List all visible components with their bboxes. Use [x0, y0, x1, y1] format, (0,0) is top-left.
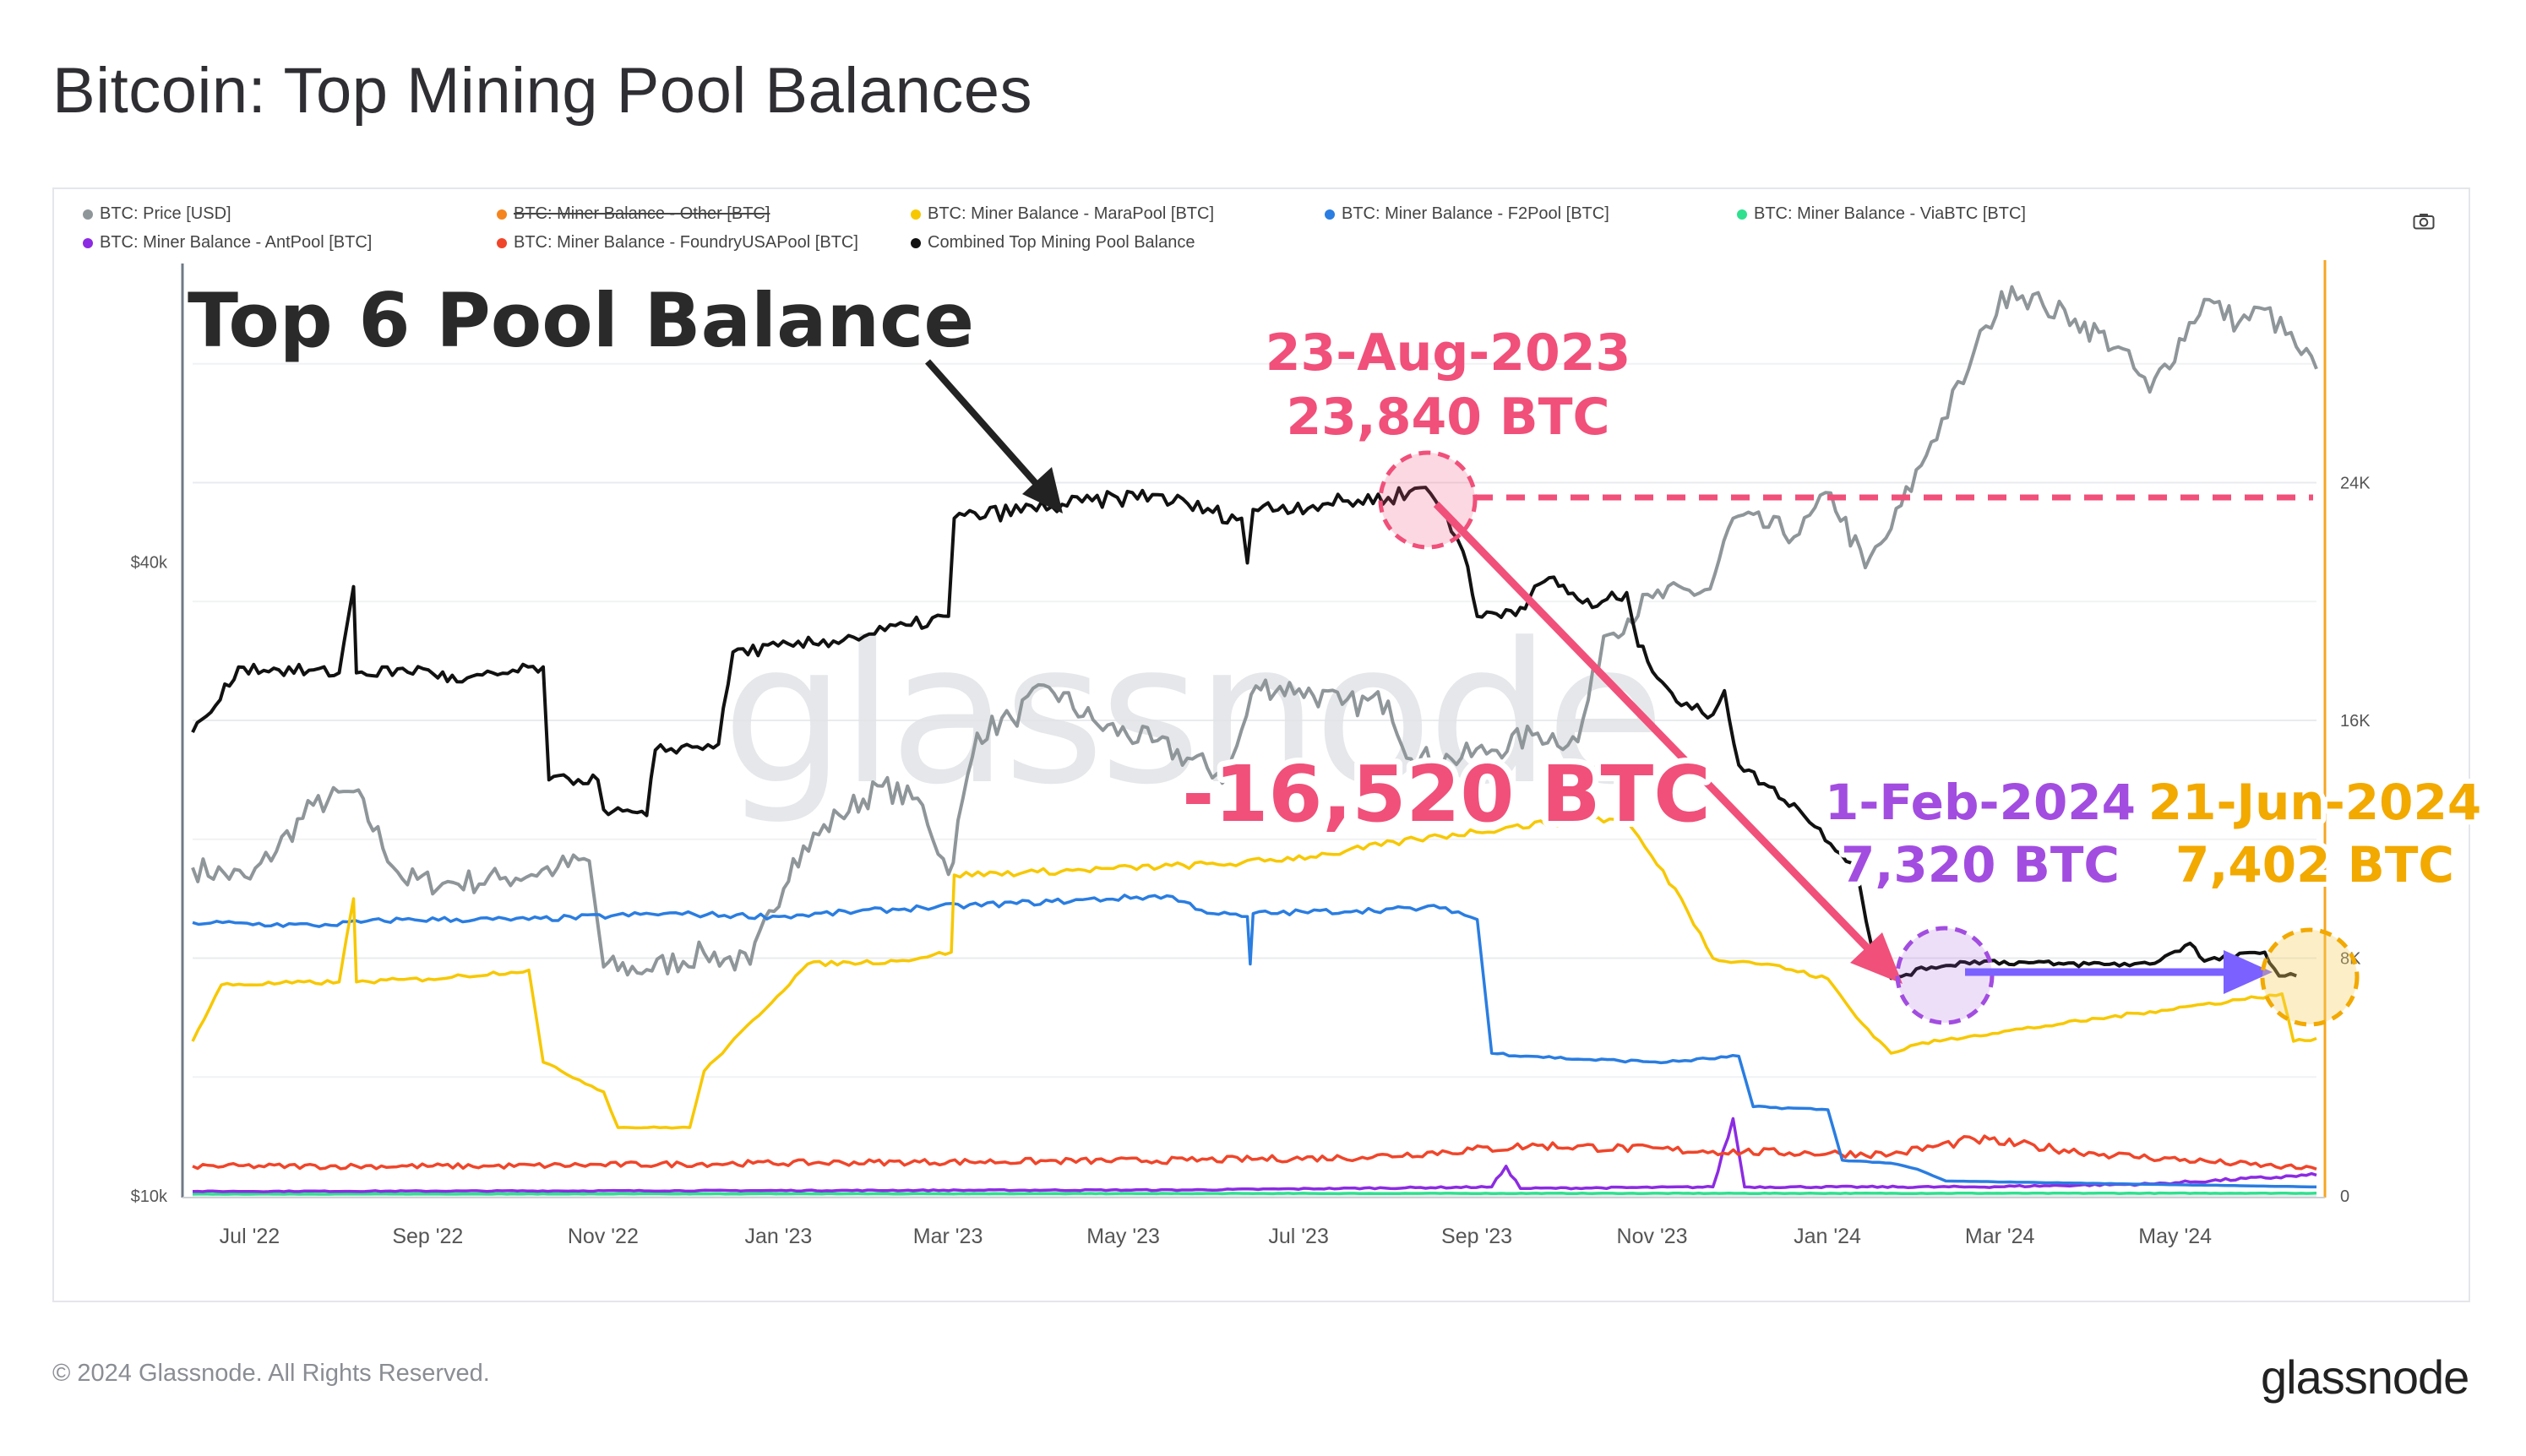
watermark: glassnode [722, 602, 1661, 828]
legend-label: BTC: Price [USD] [100, 204, 231, 223]
legend-item-foundryusapool[interactable]: BTC: Miner Balance - FoundryUSAPool [BTC… [497, 233, 858, 253]
annotation-drop-value: -16,520 BTC [1182, 749, 1711, 839]
legend-dot [911, 237, 921, 248]
legend-label: BTC: Miner Balance - F2Pool [BTC] [1342, 204, 1609, 223]
x-tick-label: Sep '23 [1441, 1225, 1512, 1248]
legend-dot [911, 209, 921, 220]
flat-arrow-head [2224, 950, 2273, 994]
annotation-feb-date: 1-Feb-2024 [1825, 774, 2136, 831]
y-right-tick-label: 16K [2340, 712, 2371, 731]
x-tick-label: Nov '22 [568, 1225, 639, 1248]
legend-dot [1737, 209, 1747, 220]
page-title: Bitcoin: Top Mining Pool Balances [52, 55, 1032, 127]
annotation-top6-arrowhead [1022, 467, 1063, 513]
legend-item-viabtc[interactable]: BTC: Miner Balance - ViaBTC [BTC] [1737, 204, 2026, 224]
x-tick-label: May '24 [2138, 1225, 2212, 1248]
y-left-tick-label: $40k [131, 553, 168, 572]
y-left-tick-label: $10k [131, 1187, 168, 1206]
annotations: Top 6 Pool Balance 23-Aug-2023 23,840 BT… [188, 277, 2486, 1027]
series-line-btc-miner-balance-antpool-btc [192, 1116, 2317, 1193]
legend-label: BTC: Miner Balance - FoundryUSAPool [BTC… [514, 233, 858, 252]
y-right-tick-label: 0 [2340, 1187, 2349, 1206]
annotation-top6-arrow [925, 359, 1050, 499]
legend-label: BTC: Miner Balance - AntPool [BTC] [100, 233, 373, 252]
legend-dot [83, 209, 93, 220]
legend-dot [497, 209, 507, 220]
series-line-btc-miner-balance-foundryusapool-btc [192, 1134, 2317, 1171]
grid [193, 362, 2316, 1197]
drop-arrow-line [1433, 501, 1870, 951]
jun-circle [2260, 927, 2360, 1027]
annotation-peak-date: 23-Aug-2023 [1266, 323, 1630, 383]
annotation-jun-date: 21-Jun-2024 [2148, 774, 2481, 831]
legend-item-combined[interactable]: Combined Top Mining Pool Balance [911, 233, 1195, 253]
legend-label: Combined Top Mining Pool Balance [928, 233, 1195, 252]
series-line-combined-top-mining-pool-balance [191, 486, 2297, 981]
legend-label: BTC: Miner Balance - ViaBTC [BTC] [1754, 204, 2026, 223]
legend: BTC: Price [USD] BTC: Miner Balance - Ot… [83, 204, 2364, 263]
annotation-peak-value: 23,840 BTC [1286, 388, 1609, 447]
annotation-feb-value: 7,320 BTC [1841, 836, 2120, 894]
x-tick-label: Mar '24 [1965, 1225, 2035, 1248]
brand-logo[interactable]: glassnode [2261, 1350, 2469, 1404]
x-tick-label: Jan '23 [744, 1225, 812, 1248]
legend-item-price[interactable]: BTC: Price [USD] [83, 204, 231, 224]
x-tick-label: Sep '22 [392, 1225, 463, 1248]
drop-arrow-head [1850, 932, 1903, 984]
legend-item-other[interactable]: BTC: Miner Balance - Other [BTC] [497, 204, 770, 224]
annotation-top6-label: Top 6 Pool Balance [188, 277, 974, 364]
series-line-btc-miner-balance-f2pool-btc [192, 894, 2316, 1189]
legend-label: BTC: Miner Balance - Other [BTC] [514, 204, 770, 223]
x-tick-label: Jan '24 [1794, 1225, 1861, 1248]
x-tick-label: Nov '23 [1617, 1225, 1688, 1248]
y-right-tick-label: 24K [2340, 475, 2371, 493]
camera-icon[interactable] [2413, 213, 2435, 230]
series-line-btc-price-usd [191, 285, 2318, 977]
legend-label: BTC: Miner Balance - MaraPool [BTC] [928, 204, 1214, 223]
series-line-btc-miner-balance-viabtc-btc [192, 1191, 2317, 1196]
series-line-btc-miner-balance-marapool-btc [191, 815, 2317, 1130]
x-tick-label: May '23 [1086, 1225, 1160, 1248]
legend-item-marapool[interactable]: BTC: Miner Balance - MaraPool [BTC] [911, 204, 1214, 224]
copyright: © 2024 Glassnode. All Rights Reserved. [52, 1360, 490, 1387]
x-tick-label: Jul '23 [1268, 1225, 1328, 1248]
legend-dot [83, 237, 93, 248]
chart-frame [52, 187, 2470, 1302]
legend-item-antpool[interactable]: BTC: Miner Balance - AntPool [BTC] [83, 233, 372, 253]
legend-dot [497, 237, 507, 248]
legend-item-f2pool[interactable]: BTC: Miner Balance - F2Pool [BTC] [1325, 204, 1609, 224]
x-tick-label: Mar '23 [913, 1225, 983, 1248]
legend-dot [1325, 209, 1335, 220]
annotation-jun-value: 7,402 BTC [2175, 836, 2454, 894]
x-tick-label: Jul '22 [220, 1225, 280, 1248]
series-layer [191, 285, 2318, 1196]
